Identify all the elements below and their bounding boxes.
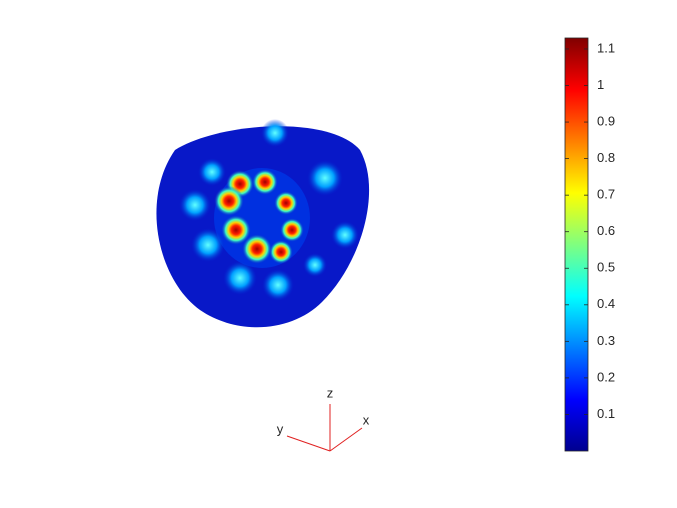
colorbar-tick-label: 0.9 (597, 113, 615, 128)
surface (156, 119, 370, 328)
colorbar-tick-label: 0.2 (597, 369, 615, 384)
hot-spots (214, 169, 304, 264)
colorbar-tick-label: 1 (597, 77, 604, 92)
x-axis-arrow (329, 427, 363, 452)
colorbar-tick-label: 1.1 (597, 40, 615, 55)
colorbar (564, 37, 589, 452)
colorbar-tick-label: 0.1 (597, 406, 615, 421)
axes-triad (286, 404, 363, 452)
colorbar-tick-label: 0.4 (597, 296, 615, 311)
x-label: x (363, 412, 370, 427)
y-axis-arrow (286, 435, 331, 452)
colorbar-tick-label: 0.6 (597, 223, 615, 238)
colorbar-tick-label: 0.3 (597, 333, 615, 348)
colorbar-tick-label: 0.7 (597, 187, 615, 202)
z-label: z (327, 385, 334, 400)
colorbar-tick-label: 0.5 (597, 260, 615, 275)
y-label: y (277, 421, 284, 436)
colorbar-tick-label: 0.8 (597, 150, 615, 165)
outer-spots (179, 119, 359, 301)
